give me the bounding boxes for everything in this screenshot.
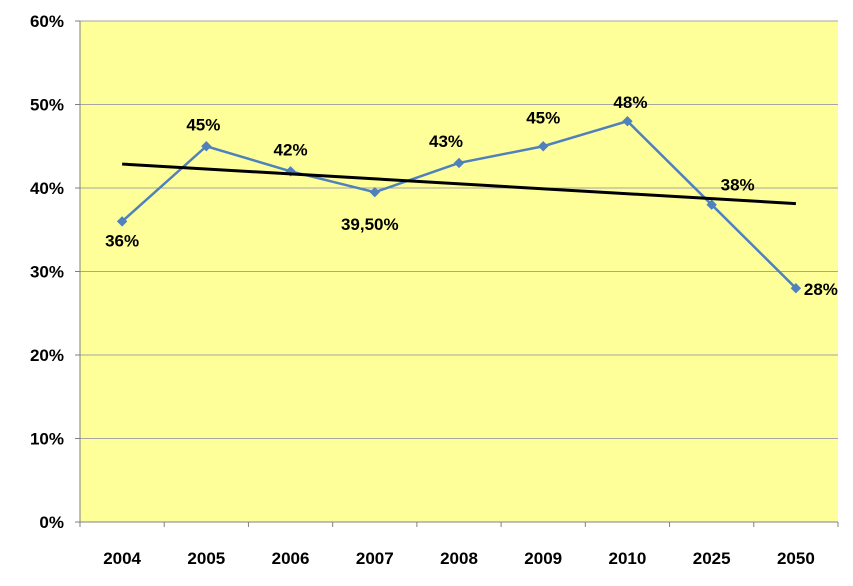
data-labels: 36% 45% 42% 39,50% 43% 45% 48% 38% 28% [105,93,838,299]
data-label: 28% [804,280,838,299]
data-label: 38% [721,176,755,195]
data-point-marker [706,199,717,210]
trendline [122,162,796,206]
data-point-marker [116,216,128,227]
data-point-marker [622,115,633,127]
x-tick-label: 2008 [440,549,478,568]
x-tick-label: 2010 [609,549,647,568]
x-tick-label: 2005 [187,549,225,568]
data-label: 42% [274,140,308,159]
x-tick-label: 2009 [524,549,562,568]
y-axis-ticks: 0% 10% 20% 30% 40% 50% 60% [30,12,80,532]
x-tick-label: 2007 [356,549,394,568]
trendline-group [122,162,796,206]
data-point-marker [453,157,465,169]
gridlines [80,20,838,439]
data-point-marker [201,141,212,152]
data-point-marker [790,282,802,294]
data-point-marker [369,186,380,198]
data-label: 43% [429,132,463,151]
y-tick-label: 40% [30,179,64,198]
data-point-marker [538,141,549,152]
x-tick-label: 2025 [693,549,731,568]
data-label: 36% [105,231,139,250]
y-tick-label: 50% [30,96,64,115]
y-tick-label: 30% [30,263,64,282]
y-tick-label: 60% [30,12,64,31]
x-tick-label: 2006 [272,549,310,568]
data-label: 48% [613,93,647,112]
data-label: 45% [526,108,560,127]
y-tick-label: 10% [30,430,64,449]
y-tick-label: 20% [30,346,64,365]
x-tick-label: 2050 [777,549,815,568]
x-tick-label: 2004 [103,549,141,568]
data-label: 45% [186,115,220,134]
data-label: 39,50% [341,215,399,234]
series-line-group [116,115,802,294]
x-axis-ticks: 2004 2005 2006 2007 2008 2009 2010 2025 2050 [79,522,839,568]
y-tick-label: 0% [39,513,64,532]
